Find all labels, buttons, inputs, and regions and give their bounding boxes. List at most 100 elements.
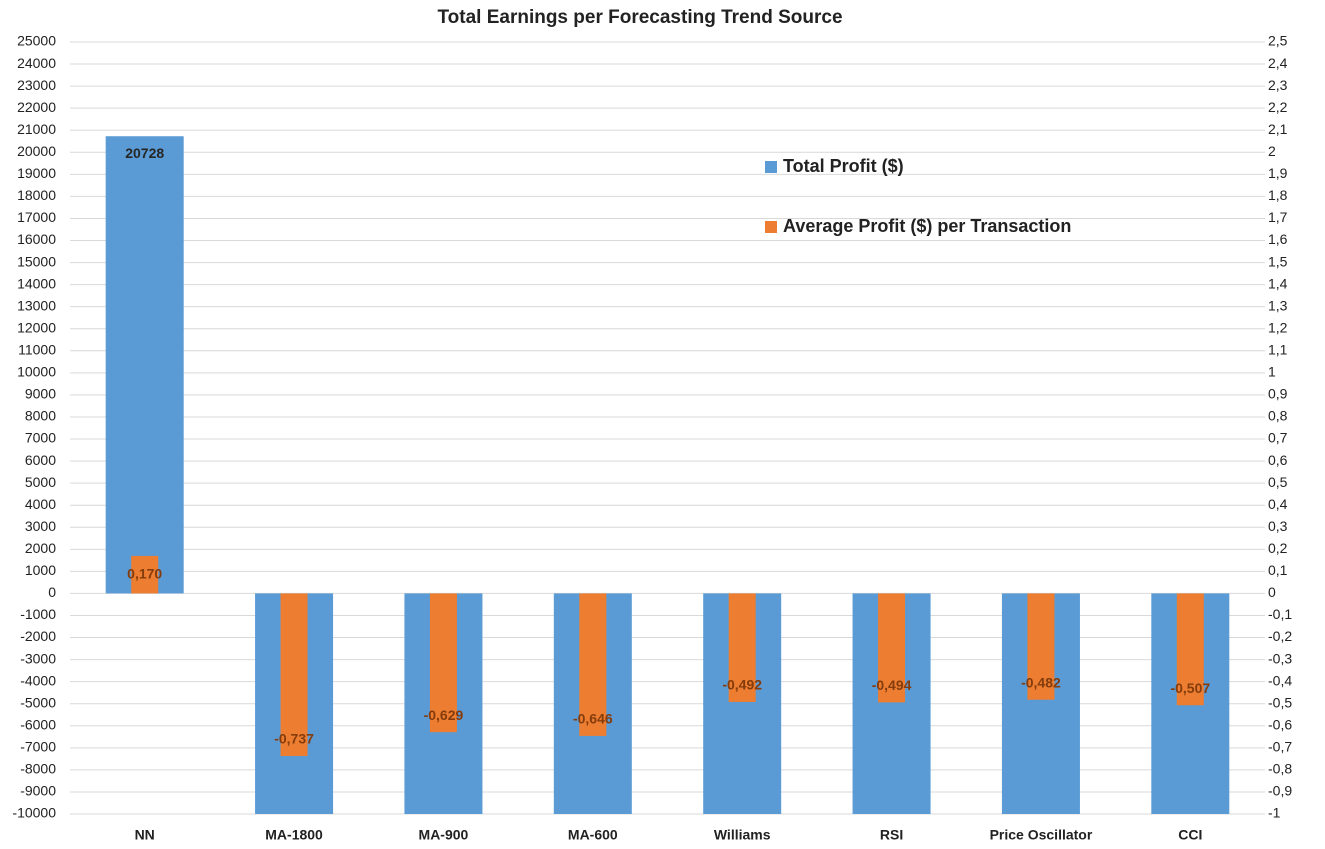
bar xyxy=(579,593,607,736)
y2-tick-label: 1,8 xyxy=(1268,187,1288,203)
value-label: -0,492 xyxy=(722,677,762,693)
y-tick-label: -6000 xyxy=(20,716,56,732)
y-tick-label: 13000 xyxy=(17,297,56,313)
y-tick-label: 11000 xyxy=(18,342,56,358)
y2-tick-label: -0,2 xyxy=(1268,628,1292,644)
y-tick-label: 8000 xyxy=(25,408,56,424)
y-tick-label: 22000 xyxy=(17,99,56,115)
legend-swatch xyxy=(765,161,777,173)
y2-tick-label: 2,5 xyxy=(1268,33,1288,49)
y-tick-label: 19000 xyxy=(17,165,56,181)
y-tick-label: 2000 xyxy=(25,540,56,556)
bar xyxy=(429,593,457,733)
bar xyxy=(728,593,756,702)
y-tick-label: -2000 xyxy=(20,628,56,644)
y2-tick-label: 1,5 xyxy=(1268,253,1288,269)
y2-tick-label: -0,5 xyxy=(1268,694,1292,710)
y-tick-label: 25000 xyxy=(17,33,56,49)
y-tick-label: 6000 xyxy=(25,452,56,468)
x-tick-label: Price Oscillator xyxy=(990,827,1093,843)
x-tick-label: CCI xyxy=(1178,827,1202,843)
y2-tick-label: 1,7 xyxy=(1268,209,1288,225)
y2-tick-label: 2,1 xyxy=(1268,121,1288,137)
y-tick-label: -9000 xyxy=(20,783,56,799)
y2-tick-label: -1 xyxy=(1268,805,1281,821)
value-label: -0,494 xyxy=(872,677,912,693)
x-tick-label: RSI xyxy=(880,827,903,843)
y-tick-label: 24000 xyxy=(17,55,56,71)
y2-tick-label: 0 xyxy=(1268,584,1276,600)
y-tick-label: 23000 xyxy=(17,77,56,93)
value-label: -0,482 xyxy=(1021,674,1061,690)
y-tick-label: 15000 xyxy=(17,253,56,269)
y-tick-label: -7000 xyxy=(20,739,56,755)
y-tick-label: -5000 xyxy=(20,694,56,710)
value-label: -0,646 xyxy=(573,711,613,727)
y-tick-label: 9000 xyxy=(25,386,56,402)
y2-tick-label: 2,3 xyxy=(1268,77,1288,93)
y2-tick-label: -0,4 xyxy=(1268,672,1292,688)
y2-tick-label: 2,4 xyxy=(1268,55,1288,71)
y2-tick-label: 2,2 xyxy=(1268,99,1288,115)
y2-tick-label: -0,3 xyxy=(1268,650,1292,666)
y-tick-label: -3000 xyxy=(20,650,56,666)
y-tick-label: -1000 xyxy=(20,606,56,622)
y2-tick-label: -0,8 xyxy=(1268,761,1292,777)
y-tick-label: 0 xyxy=(48,584,56,600)
y2-tick-label: 0,2 xyxy=(1268,540,1288,556)
y2-tick-label: 1,9 xyxy=(1268,165,1288,181)
x-tick-label: NN xyxy=(135,827,155,843)
value-label: 20728 xyxy=(125,145,164,161)
y-tick-label: -8000 xyxy=(20,761,56,777)
x-tick-label: MA-1800 xyxy=(265,827,323,843)
bar xyxy=(105,136,184,594)
y2-tick-label: 1,2 xyxy=(1268,319,1288,335)
y2-tick-label: 1,4 xyxy=(1268,275,1288,291)
y-tick-label: 20000 xyxy=(17,143,56,159)
y2-tick-label: 0,5 xyxy=(1268,474,1288,490)
y2-tick-label: 0,8 xyxy=(1268,408,1288,424)
bar xyxy=(280,593,308,756)
y2-tick-label: -0,9 xyxy=(1268,783,1292,799)
y-tick-label: 16000 xyxy=(17,231,56,247)
y2-tick-label: 1,1 xyxy=(1268,342,1288,358)
x-tick-label: Williams xyxy=(714,827,771,843)
y-tick-label: 18000 xyxy=(17,187,56,203)
y2-tick-label: 0,7 xyxy=(1268,430,1288,446)
y-tick-label: 4000 xyxy=(25,496,56,512)
y2-tick-label: 0,4 xyxy=(1268,496,1288,512)
y-tick-label: 14000 xyxy=(17,275,56,291)
y2-tick-label: 1,6 xyxy=(1268,231,1288,247)
x-tick-label: MA-900 xyxy=(419,827,469,843)
y-tick-label: 1000 xyxy=(25,562,56,578)
y-tick-label: 17000 xyxy=(17,209,56,225)
value-label: -0,629 xyxy=(424,707,464,723)
y-tick-label: 21000 xyxy=(17,121,56,137)
value-label: 0,170 xyxy=(127,565,162,581)
y2-tick-label: -0,6 xyxy=(1268,716,1292,732)
y2-tick-label: 1 xyxy=(1268,364,1276,380)
chart-title: Total Earnings per Forecasting Trend Sou… xyxy=(437,7,842,28)
y2-tick-label: 1,3 xyxy=(1268,297,1288,313)
y-tick-label: 12000 xyxy=(17,319,56,335)
x-tick-label: MA-600 xyxy=(568,827,618,843)
y-tick-label: 7000 xyxy=(25,430,56,446)
y-tick-label: 3000 xyxy=(25,518,56,534)
y2-tick-label: 2 xyxy=(1268,143,1276,159)
bar xyxy=(1027,593,1055,700)
y-tick-label: -10000 xyxy=(12,805,56,821)
value-label: -0,737 xyxy=(274,731,314,747)
y2-tick-label: 0,3 xyxy=(1268,518,1288,534)
y2-tick-label: 0,9 xyxy=(1268,386,1288,402)
y-tick-label: 5000 xyxy=(25,474,56,490)
y-tick-label: 10000 xyxy=(17,364,56,380)
y-tick-label: -4000 xyxy=(20,672,56,688)
y2-tick-label: -0,1 xyxy=(1268,606,1292,622)
legend-label: Total Profit ($) xyxy=(783,156,904,176)
legend-label: Average Profit ($) per Transaction xyxy=(783,216,1071,236)
bar xyxy=(131,555,159,594)
value-label: -0,507 xyxy=(1170,680,1210,696)
y2-tick-label: 0,1 xyxy=(1268,562,1288,578)
y2-tick-label: -0,7 xyxy=(1268,739,1292,755)
